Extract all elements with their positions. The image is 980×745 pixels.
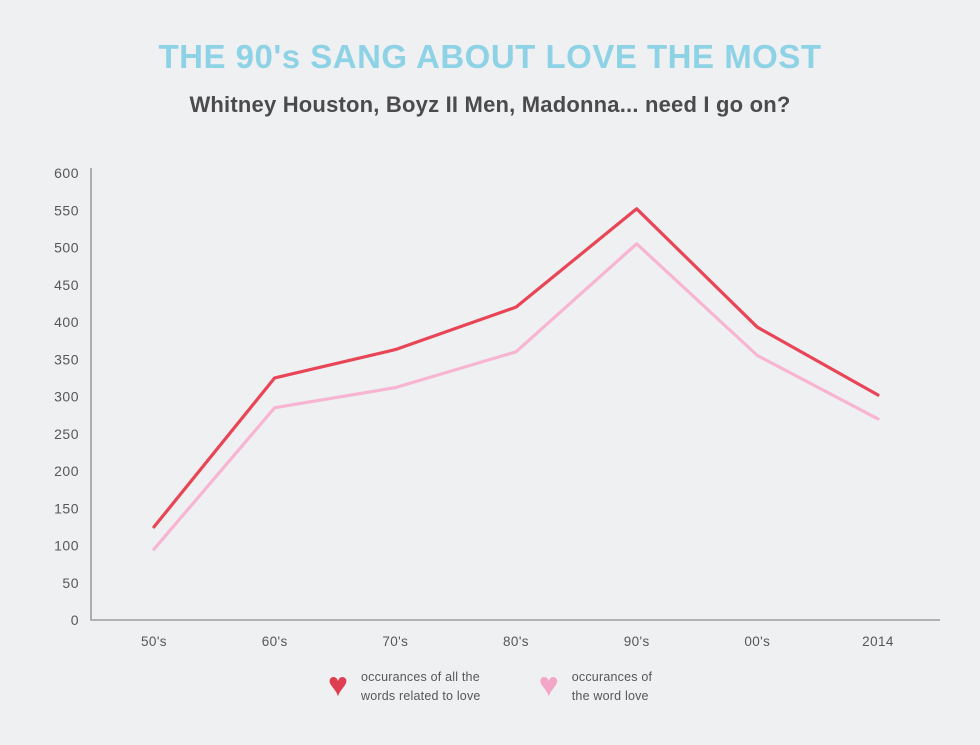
x-axis-tick-label: 90's — [624, 634, 650, 649]
y-axis-tick-label: 250 — [54, 426, 79, 442]
legend-item-all-love-words: ♥ occurances of all the words related to… — [328, 668, 481, 706]
x-axis-tick-label: 2014 — [862, 634, 894, 649]
line-chart: 0 50 100 150 200 250 300 350 400 450 500 550 600 50's… — [0, 150, 980, 670]
y-axis-tick-label: 350 — [54, 351, 79, 367]
legend-label-word-love: occurances of the word love — [571, 670, 653, 703]
legend-label-all-love-words: occurances of all the words related to l… — [361, 670, 481, 703]
y-axis-tick-label: 300 — [54, 389, 79, 405]
x-axis-tick-label: 50's — [141, 634, 167, 649]
chart-canvas: 0 50 100 150 200 250 300 350 400 450 500 550 600 50's… — [54, 165, 940, 649]
y-axis-tick-label: 500 — [54, 240, 79, 256]
chart-legend: ♥ occurances of all the words related to… — [0, 668, 980, 706]
y-axis-tick-label: 550 — [54, 202, 79, 218]
axis-lines — [90, 168, 940, 621]
pink-heart-icon: ♥ — [538, 665, 559, 704]
x-axis-tick-label: 00's — [744, 634, 770, 649]
red-heart-icon: ♥ — [327, 665, 349, 704]
y-axis-tick-label: 400 — [54, 314, 79, 330]
y-axis-tick-label: 100 — [54, 538, 79, 554]
legend-item-word-love: ♥ occurances of the word love — [539, 668, 653, 706]
y-axis-tick-label: 50 — [62, 575, 79, 591]
x-axis-tick-label: 80's — [503, 634, 529, 649]
chart-subtitle: Whitney Houston, Boyz II Men, Madonna...… — [189, 92, 791, 117]
chart-title: THE 90's SANG ABOUT LOVE THE MOST — [158, 38, 822, 75]
series-line-1 — [152, 242, 880, 551]
y-axis-tick-label: 450 — [54, 277, 79, 293]
y-axis-tick-label: 0 — [71, 612, 79, 628]
y-axis-tick-label: 150 — [54, 500, 79, 516]
x-axis-tick-label: 70's — [382, 634, 408, 649]
y-axis-tick-label: 600 — [54, 165, 79, 181]
y-axis-tick-label: 200 — [54, 463, 79, 479]
x-axis-tick-label: 60's — [262, 634, 288, 649]
series-line-0 — [152, 207, 880, 529]
